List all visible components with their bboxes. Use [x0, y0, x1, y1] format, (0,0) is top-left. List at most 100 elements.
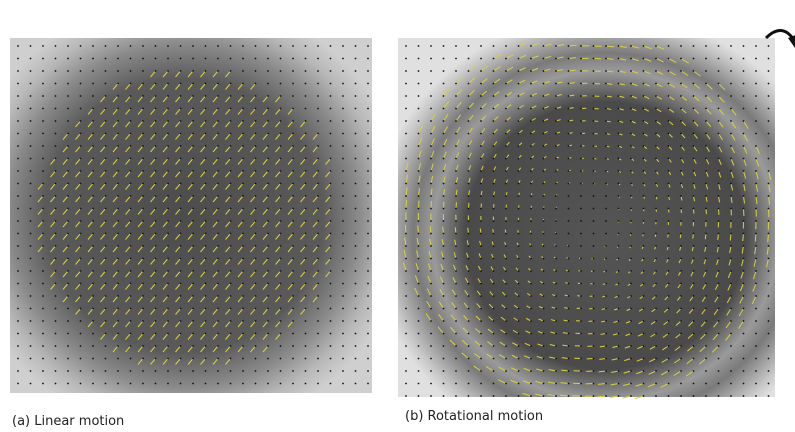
flow-dot — [67, 133, 69, 135]
flow-dot — [505, 233, 507, 235]
flow-dot — [630, 95, 632, 97]
flow-dot — [418, 333, 420, 335]
flow-dot — [342, 295, 344, 297]
flow-dot — [705, 383, 707, 385]
flow-dot — [543, 158, 545, 160]
flow-dot — [455, 145, 457, 147]
flow-dot — [493, 245, 495, 247]
flow-dot — [130, 195, 132, 197]
flow-dot — [330, 245, 332, 247]
flow-dot — [543, 345, 545, 347]
flow-dot — [718, 58, 720, 60]
flow-dot — [255, 245, 257, 247]
flow-dot — [217, 358, 219, 360]
flow-dot — [317, 383, 319, 385]
flow-dot — [543, 258, 545, 260]
flow-dot — [55, 333, 57, 335]
flow-dot — [105, 345, 107, 347]
flow-dot — [768, 245, 770, 247]
flow-dot — [505, 383, 507, 385]
flow-dot — [555, 295, 557, 297]
flow-dot — [80, 320, 82, 322]
flow-dot — [668, 383, 670, 385]
flow-dot — [730, 83, 732, 85]
flow-dot — [468, 220, 470, 222]
flow-dot — [17, 183, 19, 185]
flow-dot — [117, 195, 119, 197]
flow-dot — [718, 333, 720, 335]
flow-dot — [92, 108, 94, 110]
flow-dot — [30, 258, 32, 260]
flow-dot — [630, 145, 632, 147]
flow-dot — [342, 170, 344, 172]
flow-dot — [568, 270, 570, 272]
flow-dot — [730, 120, 732, 122]
flow-dot — [468, 208, 470, 210]
flow-dot — [568, 120, 570, 122]
flow-dot — [405, 95, 407, 97]
flow-dot — [280, 158, 282, 160]
flow-dot — [668, 108, 670, 110]
flow-dot — [280, 295, 282, 297]
flow-dot — [105, 133, 107, 135]
flow-dot — [342, 95, 344, 97]
flow-dot — [405, 108, 407, 110]
flow-dot — [292, 283, 294, 285]
flow-dot — [342, 208, 344, 210]
flow-dot — [280, 208, 282, 210]
flow-dot — [30, 345, 32, 347]
flow-dot — [430, 270, 432, 272]
flow-dot — [355, 70, 357, 72]
flow-dot — [443, 345, 445, 347]
flow-dot — [167, 358, 169, 360]
flow-dot — [668, 245, 670, 247]
flow-dot — [605, 345, 607, 347]
flow-dot — [192, 208, 194, 210]
flow-dot — [342, 283, 344, 285]
flow-dot — [505, 258, 507, 260]
flow-dot — [192, 45, 194, 47]
flow-dot — [768, 233, 770, 235]
flow-dot — [755, 95, 757, 97]
flow-dot — [255, 45, 257, 47]
flow-dot — [405, 308, 407, 310]
flow-dot — [543, 395, 545, 397]
flow-dot — [117, 120, 119, 122]
flow-dot — [280, 45, 282, 47]
flow-dot — [330, 158, 332, 160]
flow-dot — [92, 295, 94, 297]
flow-dot — [705, 345, 707, 347]
flow-dot — [130, 170, 132, 172]
flow-dot — [455, 120, 457, 122]
flow-dot — [755, 70, 757, 72]
flow-dot — [367, 208, 369, 210]
flow-dot — [693, 233, 695, 235]
flow-dot — [605, 320, 607, 322]
flow-dot — [543, 383, 545, 385]
flow-dot — [655, 333, 657, 335]
flow-dot — [405, 233, 407, 235]
flow-dot — [67, 108, 69, 110]
flow-dot — [505, 170, 507, 172]
flow-dot — [355, 283, 357, 285]
flow-dot — [705, 333, 707, 335]
flow-dot — [242, 345, 244, 347]
flow-dot — [367, 283, 369, 285]
flow-dot — [317, 345, 319, 347]
flow-dot — [267, 208, 269, 210]
flow-dot — [730, 320, 732, 322]
flow-dot — [418, 220, 420, 222]
flow-dot — [418, 45, 420, 47]
flow-dot — [655, 295, 657, 297]
flow-dot — [680, 220, 682, 222]
flow-dot — [455, 95, 457, 97]
flow-dot — [117, 133, 119, 135]
flow-dot — [630, 208, 632, 210]
flow-dot — [643, 345, 645, 347]
flow-dot — [155, 95, 157, 97]
flow-dot — [180, 383, 182, 385]
flow-dot — [267, 283, 269, 285]
flow-dot — [242, 208, 244, 210]
flow-dot — [30, 83, 32, 85]
flow-dot — [418, 145, 420, 147]
